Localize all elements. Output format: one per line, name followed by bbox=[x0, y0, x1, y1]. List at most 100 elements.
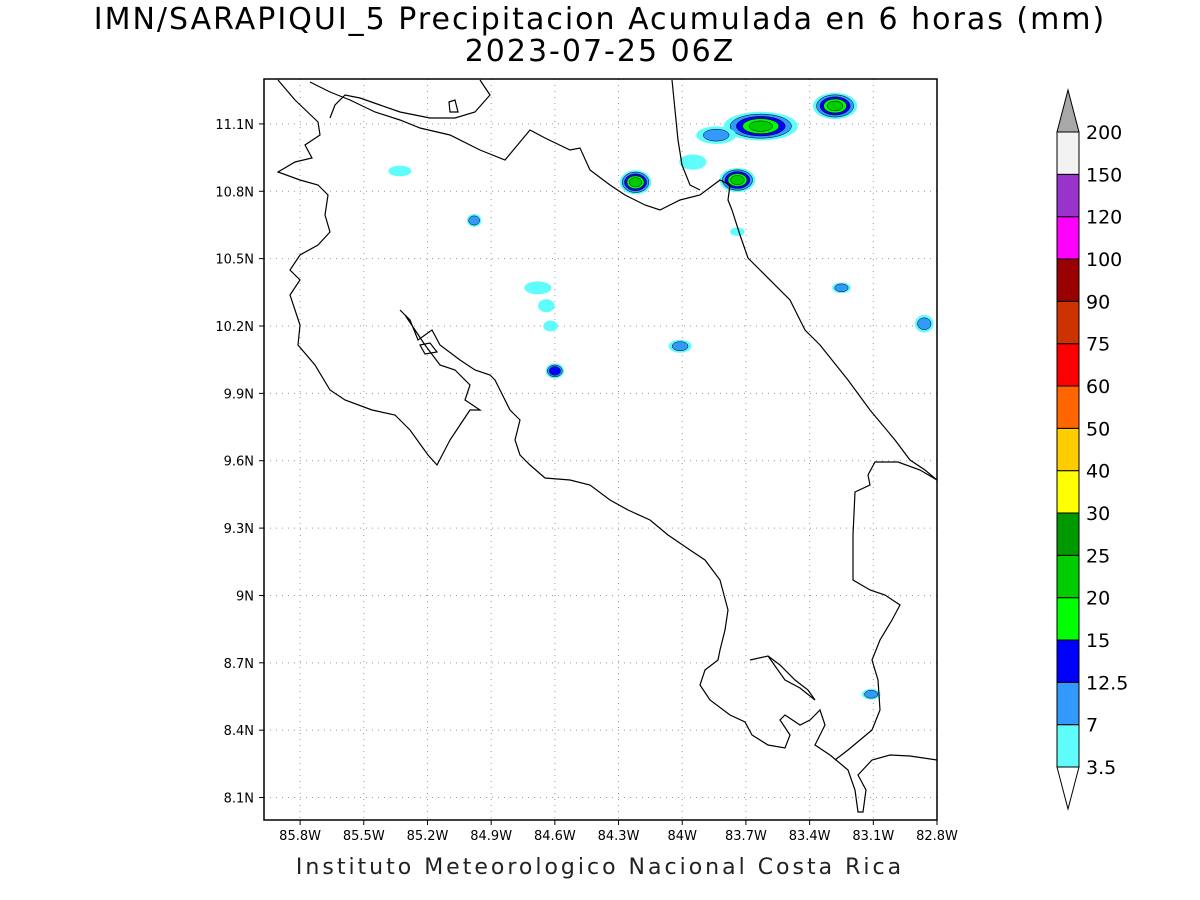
precip-contour bbox=[548, 366, 561, 376]
colorbar-level-label: 15 bbox=[1086, 630, 1110, 652]
island-1 bbox=[419, 342, 439, 355]
precip-contour bbox=[538, 299, 555, 313]
precip-contour bbox=[826, 100, 844, 112]
colorbar-level-label: 120 bbox=[1086, 207, 1122, 229]
lon-tick-label: 83.7W bbox=[725, 829, 767, 844]
colorbar-level-label: 90 bbox=[1086, 291, 1110, 313]
precip-contour bbox=[975, 391, 987, 404]
colorbar-level-label: 200 bbox=[1086, 122, 1122, 144]
lon-tick-label: 85.5W bbox=[343, 829, 385, 844]
lon-tick-label: 82.8W bbox=[916, 829, 958, 844]
precip-contour bbox=[945, 332, 964, 347]
precip-contour bbox=[543, 320, 558, 332]
lat-tick-label: 10.5N bbox=[215, 253, 254, 268]
coastline-borders bbox=[276, 79, 937, 813]
lon-tick-label: 84.9W bbox=[470, 829, 512, 844]
lon-tick-label: 85.2W bbox=[407, 829, 449, 844]
latitude-axis: 11.1N 10.8N 10.5N 10.2N 9.9N 9.6N 9.3N 9N 8.7N 8.… bbox=[215, 118, 264, 807]
precip-contour bbox=[524, 281, 552, 295]
precip-contour bbox=[976, 311, 1003, 333]
colorbar-level-label: 20 bbox=[1086, 588, 1110, 610]
nicaragua-border bbox=[309, 81, 733, 211]
colorbar-level-label: 12.5 bbox=[1086, 672, 1128, 694]
colorbar-swatch bbox=[1056, 724, 1080, 768]
lon-tick-label: 84.6W bbox=[534, 829, 576, 844]
map-grid bbox=[264, 79, 938, 820]
colorbar-swatch bbox=[1056, 681, 1080, 726]
chart-title: IMN/SARAPIQUI_5 Precipitacion Acumulada … bbox=[93, 2, 1107, 37]
lon-tick-label: 83.1W bbox=[852, 829, 894, 844]
colorbar-swatch bbox=[1056, 343, 1080, 387]
colorbar-level-label: 100 bbox=[1086, 249, 1122, 271]
precip-contour bbox=[468, 215, 480, 226]
pacific-coastline bbox=[276, 79, 937, 813]
lon-tick-label: 84.3W bbox=[598, 829, 640, 844]
colorbar-swatch bbox=[1056, 470, 1080, 514]
colorbar-swatch bbox=[1056, 554, 1080, 599]
colorbar-legend: 3.5 7 12.5 15 20 25 30 40 50 60 75 90 100 120 150 200 bbox=[1056, 88, 1128, 811]
lat-tick-label: 8.4N bbox=[224, 724, 254, 739]
precip-contour bbox=[982, 316, 997, 328]
colorbar-swatch bbox=[1056, 385, 1080, 429]
colorbar-swatch bbox=[1056, 173, 1080, 218]
colorbar-swatch bbox=[1056, 258, 1080, 302]
precip-contour bbox=[980, 314, 999, 329]
precip-contour bbox=[984, 317, 996, 326]
colorbar-swatch bbox=[1056, 427, 1080, 472]
precip-field bbox=[388, 92, 1003, 700]
precip-contour bbox=[748, 120, 773, 132]
colorbar-level-label: 60 bbox=[1086, 376, 1110, 398]
precip-contour bbox=[679, 154, 707, 170]
colorbar-level-label: 7 bbox=[1086, 715, 1098, 737]
lon-tick-label: 84W bbox=[668, 829, 698, 844]
precip-contour bbox=[978, 312, 1001, 331]
precip-contour bbox=[834, 283, 849, 293]
precip-contour bbox=[917, 317, 932, 330]
precip-contour bbox=[864, 690, 879, 699]
precip-contour bbox=[703, 128, 730, 142]
colorbar-level-label: 40 bbox=[1086, 461, 1110, 483]
caribbean-coastline bbox=[731, 209, 937, 481]
colorbar-swatch bbox=[1056, 131, 1080, 175]
colorbar-level-label: 30 bbox=[1086, 503, 1110, 525]
lon-tick-label: 85.8W bbox=[279, 829, 321, 844]
colorbar-level-label: 25 bbox=[1086, 545, 1110, 567]
lat-tick-label: 9.9N bbox=[224, 387, 254, 402]
nicaragua-north-border bbox=[671, 79, 701, 191]
chart-subtitle-date: 2023-07-25 06Z bbox=[464, 34, 736, 69]
colorbar-level-label: 75 bbox=[1086, 334, 1110, 356]
precip-contour bbox=[730, 227, 745, 236]
colorbar-swatch bbox=[1056, 300, 1080, 345]
panama-border bbox=[834, 461, 937, 761]
lat-tick-label: 9.6N bbox=[224, 455, 254, 470]
precip-contour bbox=[671, 341, 689, 352]
lat-tick-label: 9.3N bbox=[224, 522, 254, 537]
colorbar-level-label: 50 bbox=[1086, 418, 1110, 440]
colorbar-high-arrow bbox=[1056, 88, 1080, 133]
precip-contour bbox=[730, 175, 745, 185]
colorbar-swatch bbox=[1056, 639, 1080, 683]
precip-contour bbox=[628, 177, 643, 188]
lat-tick-label: 11.1N bbox=[215, 118, 254, 133]
colorbar-swatch bbox=[1056, 216, 1080, 260]
lake-coast bbox=[329, 79, 491, 119]
lat-tick-label: 8.7N bbox=[224, 657, 254, 672]
lat-tick-label: 9N bbox=[236, 589, 254, 604]
osa-peninsula bbox=[749, 655, 816, 701]
colorbar-swatch bbox=[1056, 512, 1080, 556]
colorbar-level-label: 150 bbox=[1086, 164, 1122, 186]
lat-tick-label: 10.2N bbox=[215, 320, 254, 335]
lon-tick-label: 83.4W bbox=[789, 829, 831, 844]
footer-credit: Instituto Meteorologico Nacional Costa R… bbox=[295, 855, 905, 880]
precip-contour bbox=[947, 334, 960, 345]
longitude-axis: 85.8W 85.5W 85.2W 84.9W 84.6W 84.3W 84W 83.7W 83… bbox=[279, 820, 958, 844]
lat-tick-label: 8.1N bbox=[224, 792, 254, 807]
precip-contour bbox=[388, 165, 412, 177]
colorbar-level-label: 3.5 bbox=[1086, 757, 1116, 779]
map-frame bbox=[263, 78, 938, 821]
colorbar-swatch bbox=[1056, 597, 1080, 641]
lat-tick-label: 10.8N bbox=[215, 185, 254, 200]
colorbar-low-arrow bbox=[1056, 766, 1080, 811]
island-2 bbox=[448, 99, 459, 113]
